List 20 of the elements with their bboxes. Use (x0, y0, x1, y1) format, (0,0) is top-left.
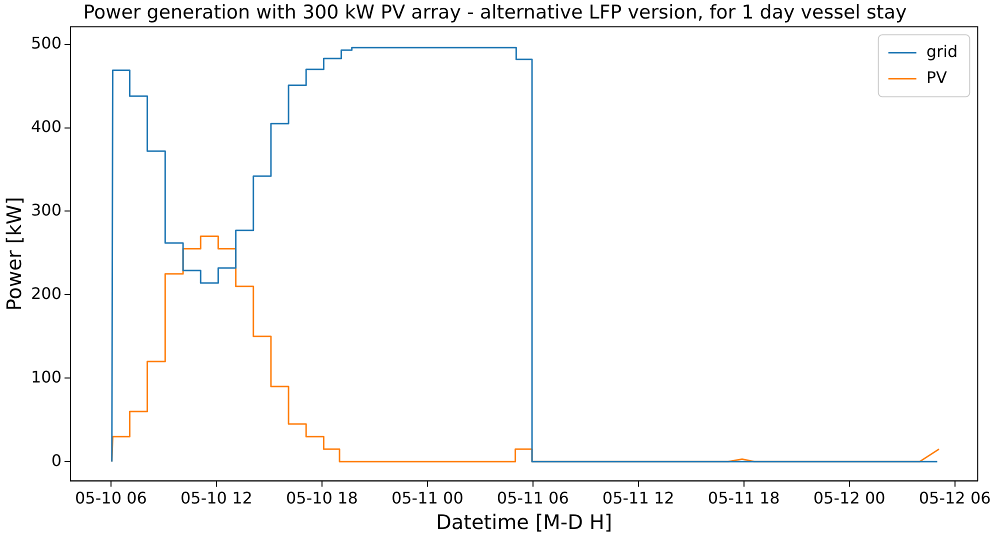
y-tick-label: 100 (30, 367, 62, 386)
x-tick-label: 05-11 00 (391, 488, 464, 508)
x-tick-label: 05-12 00 (813, 488, 886, 508)
x-tick-label: 05-12 06 (918, 488, 991, 508)
legend-label: grid (926, 42, 958, 61)
x-tick-label: 05-11 18 (708, 488, 780, 508)
x-tick-label: 05-11 06 (496, 488, 569, 508)
x-tick-label: 05-10 18 (286, 488, 358, 508)
x-tick-label: 05-10 06 (75, 488, 147, 508)
y-tick-label: 0 (51, 450, 62, 470)
x-tick-label: 05-10 12 (180, 488, 252, 508)
y-tick-label: 400 (30, 116, 62, 136)
x-axis-title: Datetime [M-D H] (436, 510, 612, 534)
y-tick-label: 300 (30, 200, 62, 220)
x-tick-label: 05-11 12 (602, 488, 674, 508)
legend-label: PV (926, 68, 947, 87)
y-tick-label: 500 (30, 33, 62, 52)
y-tick-label: 200 (30, 284, 62, 303)
y-axis-title: Power [kW] (2, 196, 26, 311)
chart-title: Power generation with 300 kW PV array - alternative LFP version, for 1 day vessel stay (83, 1, 907, 24)
